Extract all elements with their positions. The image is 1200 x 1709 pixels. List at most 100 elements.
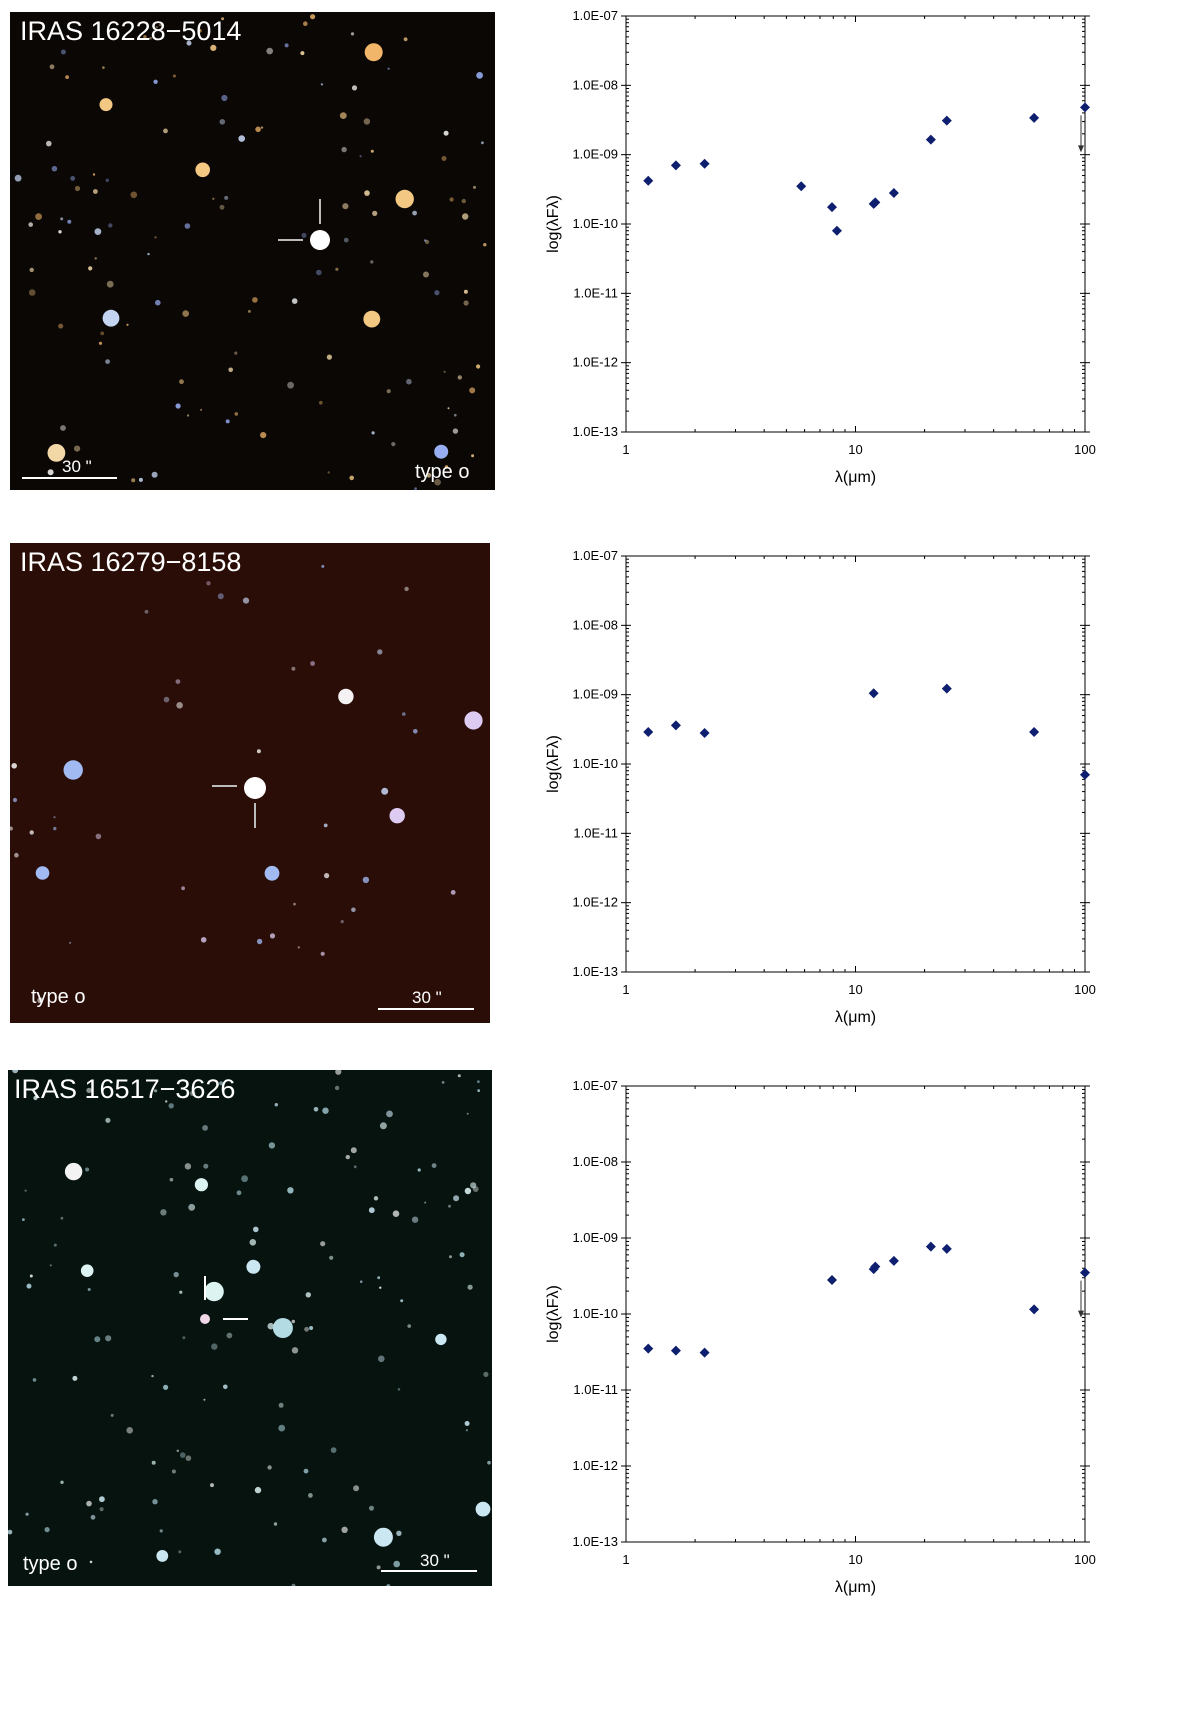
star xyxy=(234,351,238,355)
star xyxy=(212,197,215,200)
star xyxy=(180,1452,186,1458)
star xyxy=(473,185,476,189)
star xyxy=(335,267,339,271)
star xyxy=(341,146,347,153)
star xyxy=(434,478,441,486)
star xyxy=(443,370,446,373)
star xyxy=(10,826,13,831)
star xyxy=(403,37,408,42)
star xyxy=(204,1281,224,1302)
y-tick-label: 1.0E-10 xyxy=(572,216,618,231)
star xyxy=(33,1095,38,1101)
star xyxy=(175,403,181,409)
x-tick-label: 10 xyxy=(848,1552,862,1567)
star xyxy=(341,1526,348,1533)
star xyxy=(74,445,81,452)
star xyxy=(28,289,36,296)
star xyxy=(278,1424,286,1432)
star xyxy=(371,431,375,435)
star xyxy=(305,1292,311,1298)
star xyxy=(487,1460,491,1465)
star xyxy=(65,75,69,79)
star xyxy=(273,1522,278,1526)
star xyxy=(457,375,462,380)
star xyxy=(303,21,308,26)
star xyxy=(163,696,170,703)
star xyxy=(264,865,280,881)
star xyxy=(327,471,330,474)
star xyxy=(203,1163,209,1169)
star xyxy=(154,1089,158,1093)
star xyxy=(92,173,96,176)
star xyxy=(304,1326,309,1332)
y-tick-label: 1.0E-13 xyxy=(572,424,618,439)
star xyxy=(95,833,102,840)
star xyxy=(219,119,226,125)
star xyxy=(37,997,44,1004)
star xyxy=(353,1485,360,1492)
star xyxy=(173,1271,179,1278)
star xyxy=(242,597,250,604)
star xyxy=(413,729,418,734)
data-point xyxy=(643,175,654,186)
star xyxy=(190,1090,196,1096)
target-marker xyxy=(204,1276,248,1320)
star xyxy=(147,252,150,256)
star xyxy=(149,36,152,40)
star xyxy=(151,1460,156,1465)
target-star xyxy=(310,230,330,250)
star xyxy=(476,364,481,369)
y-tick-label: 1.0E-07 xyxy=(572,1078,618,1093)
star xyxy=(464,1187,472,1195)
data-point xyxy=(643,726,654,737)
scale-label: 30 " xyxy=(62,457,92,476)
star xyxy=(386,1584,391,1586)
star-field xyxy=(10,564,483,1004)
star xyxy=(203,1398,206,1401)
star xyxy=(309,1326,314,1330)
star xyxy=(462,213,469,220)
data-point xyxy=(831,225,842,236)
star xyxy=(477,1080,480,1084)
star xyxy=(397,1388,401,1391)
star xyxy=(223,1384,228,1390)
target-star xyxy=(200,1314,210,1324)
star xyxy=(29,1274,33,1278)
star xyxy=(154,236,157,239)
upper-limit-arrowhead xyxy=(1078,145,1084,153)
star xyxy=(368,1207,375,1214)
star xyxy=(313,1107,319,1112)
panel-title: IRAS 16517−3626 xyxy=(14,1074,236,1104)
star xyxy=(443,130,449,136)
star xyxy=(246,1259,261,1274)
star xyxy=(291,1319,295,1324)
data-point xyxy=(796,181,807,192)
star xyxy=(234,412,239,416)
star xyxy=(168,1103,174,1109)
star xyxy=(211,1343,218,1350)
star xyxy=(459,1252,465,1258)
star xyxy=(320,1241,326,1247)
star xyxy=(105,178,110,182)
star xyxy=(64,1162,83,1181)
star xyxy=(449,1255,452,1259)
star xyxy=(12,797,18,803)
star xyxy=(155,26,158,29)
data-point xyxy=(1029,112,1040,123)
star xyxy=(363,118,371,125)
sky-image: IRAS 16228−5014 type o 30 " xyxy=(10,12,495,490)
star xyxy=(469,387,476,394)
data-point xyxy=(827,202,838,213)
star xyxy=(359,1280,363,1283)
star xyxy=(105,1117,111,1123)
star xyxy=(370,149,374,153)
star xyxy=(466,1112,469,1115)
star xyxy=(247,309,251,313)
star xyxy=(291,666,296,671)
star xyxy=(194,1178,208,1192)
star xyxy=(424,239,427,242)
star xyxy=(172,74,176,78)
star xyxy=(379,1122,387,1130)
star xyxy=(370,260,374,264)
star xyxy=(126,1427,133,1434)
